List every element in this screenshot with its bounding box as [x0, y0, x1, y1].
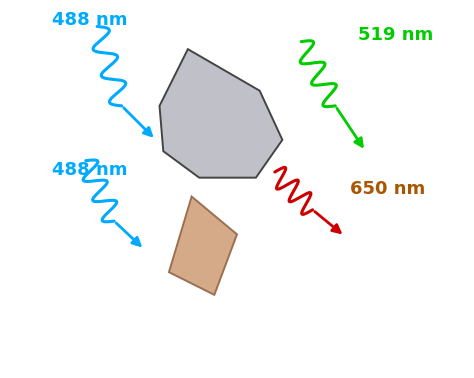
- Text: 650 nm: 650 nm: [350, 180, 426, 198]
- Polygon shape: [169, 197, 237, 295]
- Text: 488 nm: 488 nm: [52, 161, 128, 179]
- Text: 519 nm: 519 nm: [358, 26, 433, 45]
- Polygon shape: [160, 49, 283, 178]
- Text: 488 nm: 488 nm: [52, 11, 128, 29]
